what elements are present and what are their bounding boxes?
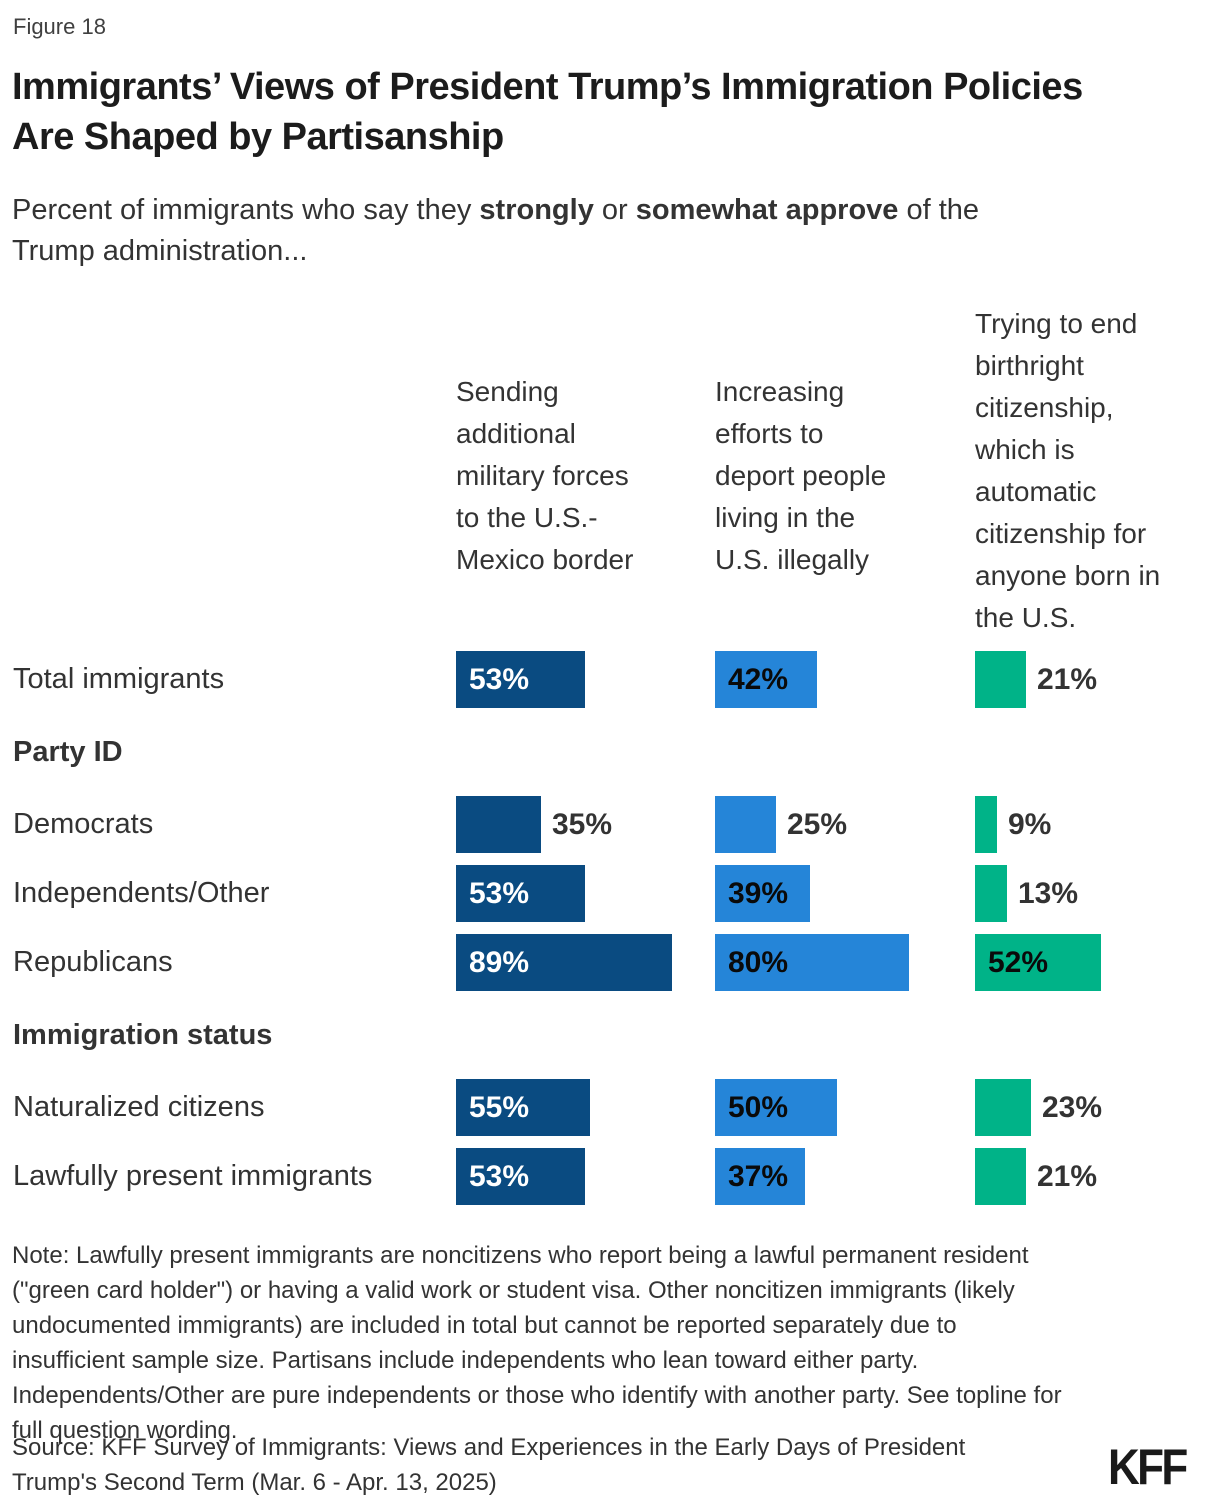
bar-value-label: 39%	[728, 876, 789, 910]
bar-cell: 25%	[715, 796, 847, 853]
bar-cell: 37%	[715, 1148, 805, 1205]
bar-value-label: 13%	[1018, 876, 1079, 910]
chart-row-republicans: Republicans 89% 80% 52%	[0, 928, 1220, 997]
bar-cell: 89%	[456, 934, 672, 991]
source-text: Source: KFF Survey of Immigrants: Views …	[12, 1434, 966, 1496]
bar-cell: 52%	[975, 934, 1101, 991]
bar-cell: 35%	[456, 796, 612, 853]
bar-cell: 23%	[975, 1079, 1102, 1136]
row-label: Lawfully present immigrants	[13, 1160, 373, 1192]
chart-row-independents-other: Independents/Other 53% 39% 13%	[0, 859, 1220, 928]
bar-cell: 53%	[456, 865, 585, 922]
bar	[456, 651, 585, 708]
bar-cell: 55%	[456, 1079, 590, 1136]
bar	[975, 865, 1007, 922]
section-header-party-id: Party ID	[0, 714, 1220, 790]
bar-value-label: 53%	[469, 662, 530, 696]
bar-value-label: 37%	[728, 1159, 789, 1193]
chart-row-total-immigrants: Total immigrants 53% 42% 21%	[0, 645, 1220, 714]
bar	[975, 1148, 1026, 1205]
bar-cell: 21%	[975, 1148, 1097, 1205]
column-header-military-border: Sending additional military forces to th…	[456, 376, 634, 575]
bar	[715, 865, 810, 922]
bar-value-label: 53%	[469, 876, 530, 910]
bar-value-label: 42%	[728, 662, 789, 696]
bar-value-label: 80%	[728, 945, 789, 979]
column-header-deportation: Increasing efforts to deport people livi…	[715, 376, 887, 575]
row-label: Independents/Other	[13, 877, 270, 909]
bar-value-label: 25%	[787, 807, 848, 841]
bar	[456, 1148, 585, 1205]
figure-subtitle: Percent of immigrants who say they stron…	[12, 190, 1182, 272]
subtitle-text: or	[593, 194, 636, 226]
bar-cell: 39%	[715, 865, 810, 922]
bar	[715, 651, 817, 708]
bar-value-label: 21%	[1037, 662, 1098, 696]
bar	[975, 796, 997, 853]
bar-cell: 50%	[715, 1079, 837, 1136]
chart-row-lawfully-present-immigrants: Lawfully present immigrants 53% 37% 21%	[0, 1142, 1220, 1211]
note-text: Note: Lawfully present immigrants are no…	[12, 1242, 1062, 1444]
bar	[975, 934, 1101, 991]
bar-cell: 21%	[975, 651, 1097, 708]
section-label: Party ID	[13, 735, 123, 768]
bar-cell: 53%	[456, 651, 585, 708]
bar-cell: 9%	[975, 796, 1051, 853]
subtitle-text: of the Trump administration...	[12, 194, 980, 267]
bar-value-label: 50%	[728, 1090, 789, 1124]
subtitle-text: Percent of immigrants who say they	[12, 194, 480, 226]
bar-cell: 53%	[456, 1148, 585, 1205]
bar-value-label: 55%	[469, 1090, 530, 1124]
bar	[715, 796, 776, 853]
bar-value-label: 35%	[552, 807, 613, 841]
bar-cell: 80%	[715, 934, 909, 991]
bar	[456, 1079, 590, 1136]
figure-number: Figure 18	[13, 14, 106, 39]
bar-value-label: 23%	[1042, 1090, 1103, 1124]
bar-value-label: 52%	[988, 945, 1049, 979]
bar	[456, 796, 541, 853]
kff-logo: KFF	[1108, 1439, 1188, 1495]
row-label: Naturalized citizens	[13, 1091, 265, 1123]
subtitle-bold-strongly: strongly	[479, 194, 594, 226]
bar	[715, 1148, 805, 1205]
bar-value-label: 9%	[1008, 807, 1052, 841]
bar-value-label: 53%	[469, 1159, 530, 1193]
chart-row-democrats: Democrats 35% 25% 9%	[0, 790, 1220, 859]
row-label: Total immigrants	[13, 663, 225, 695]
bar-value-label: 89%	[469, 945, 530, 979]
row-label: Democrats	[13, 808, 154, 840]
figure-title: Immigrants’ Views of President Trump’s I…	[12, 66, 1083, 158]
bar	[456, 865, 585, 922]
section-label: Immigration status	[13, 1018, 273, 1051]
chart-row-naturalized-citizens: Naturalized citizens 55% 50% 23%	[0, 1073, 1220, 1142]
bar-value-label: 21%	[1037, 1159, 1098, 1193]
bar	[975, 651, 1026, 708]
bar	[715, 934, 909, 991]
bar	[715, 1079, 837, 1136]
chart-body: Total immigrants 53% 42% 21% Party ID De…	[0, 645, 1220, 1211]
bar-cell: 13%	[975, 865, 1078, 922]
bar	[975, 1079, 1031, 1136]
row-label: Republicans	[13, 946, 173, 978]
bar	[456, 934, 672, 991]
subtitle-bold-somewhat-approve: somewhat approve	[635, 194, 899, 226]
section-header-immigration-status: Immigration status	[0, 997, 1220, 1073]
bar-cell: 42%	[715, 651, 817, 708]
column-header-birthright: Trying to end birthright citizenship, wh…	[975, 308, 1161, 633]
